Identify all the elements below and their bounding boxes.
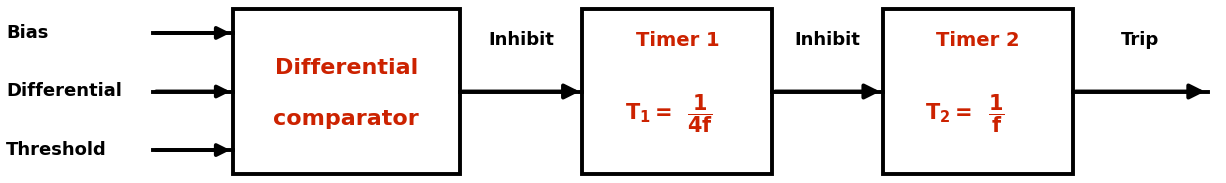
Text: $\mathbf{T_1{=}\,}$: $\mathbf{T_1{=}\,}$	[624, 102, 672, 125]
Text: Bias: Bias	[6, 24, 49, 42]
Text: $\mathbf{\dfrac{1}{4f}}$: $\mathbf{\dfrac{1}{4f}}$	[687, 92, 712, 135]
Text: Inhibit: Inhibit	[488, 31, 554, 49]
Text: $\mathbf{\dfrac{1}{f}}$: $\mathbf{\dfrac{1}{f}}$	[988, 92, 1004, 135]
Text: Timer 2: Timer 2	[935, 31, 1020, 50]
Text: $\mathbf{T_2{=}\,}$: $\mathbf{T_2{=}\,}$	[924, 102, 972, 125]
Text: Trip: Trip	[1121, 31, 1160, 49]
Text: Inhibit: Inhibit	[794, 31, 861, 49]
Bar	[883, 9, 1073, 174]
Bar	[233, 9, 460, 174]
Text: comparator: comparator	[273, 109, 419, 129]
Text: Threshold: Threshold	[6, 141, 107, 159]
Text: Differential: Differential	[275, 58, 418, 78]
Bar	[582, 9, 772, 174]
Text: Differential: Differential	[6, 83, 123, 100]
Text: Timer 1: Timer 1	[635, 31, 720, 50]
